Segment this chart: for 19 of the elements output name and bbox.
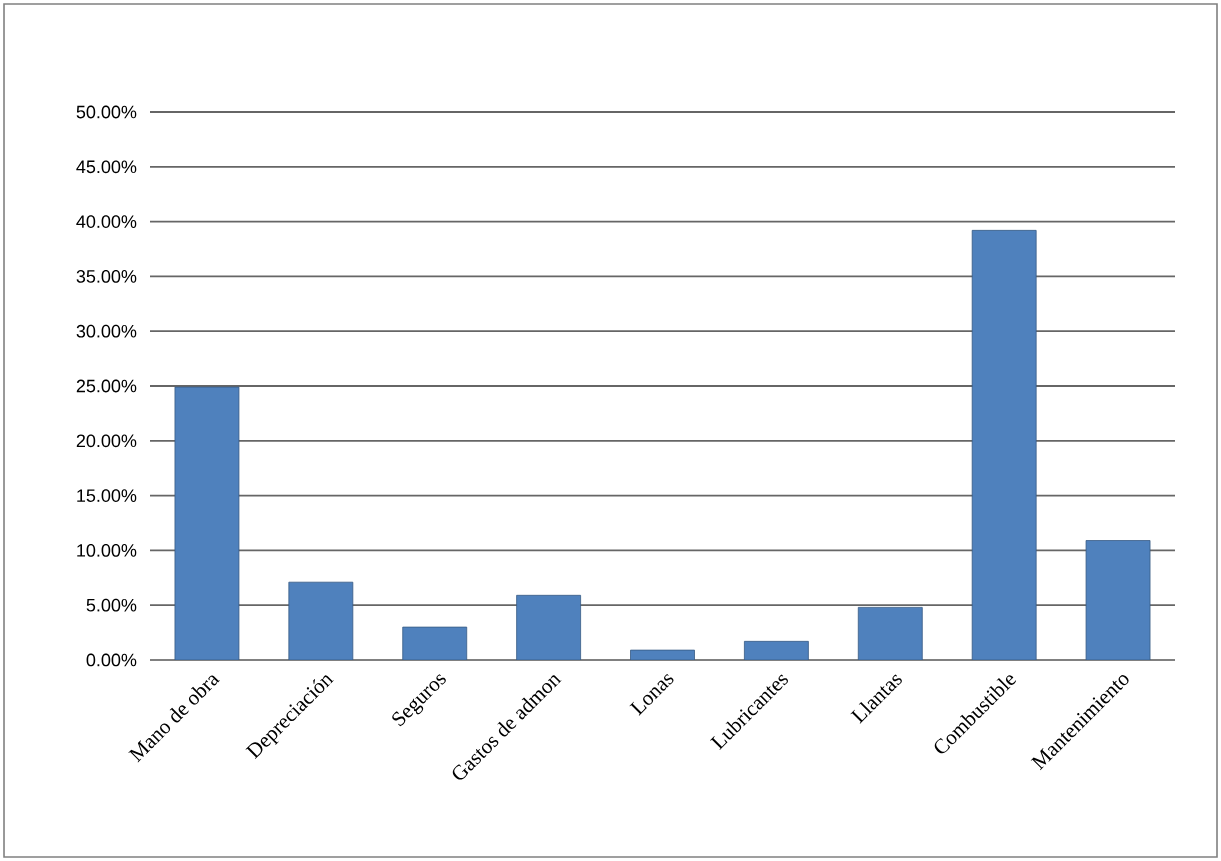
bar bbox=[1085, 540, 1151, 660]
bar bbox=[402, 626, 468, 660]
bar bbox=[288, 581, 354, 660]
y-tick-label: 10.00% bbox=[77, 544, 137, 557]
y-tick-label: 35.00% bbox=[76, 270, 137, 283]
y-tick-label: 50.00% bbox=[76, 105, 137, 119]
y-tick-label: 15.00% bbox=[77, 489, 137, 502]
y-tick-label: 40.00% bbox=[76, 215, 137, 228]
y-tick-label: 25.00% bbox=[76, 379, 137, 393]
y-tick-label: 30.00% bbox=[76, 324, 137, 338]
y-tick-label: 5.00% bbox=[86, 598, 137, 612]
bar bbox=[744, 640, 809, 660]
y-tick-label: 45.00% bbox=[76, 160, 137, 174]
y-tick-label: 0.00% bbox=[86, 653, 137, 667]
y-tick-label: 20.00% bbox=[76, 434, 137, 448]
bar bbox=[857, 606, 923, 660]
bar bbox=[516, 594, 582, 660]
bar bbox=[174, 386, 240, 660]
bar bbox=[971, 229, 1037, 660]
